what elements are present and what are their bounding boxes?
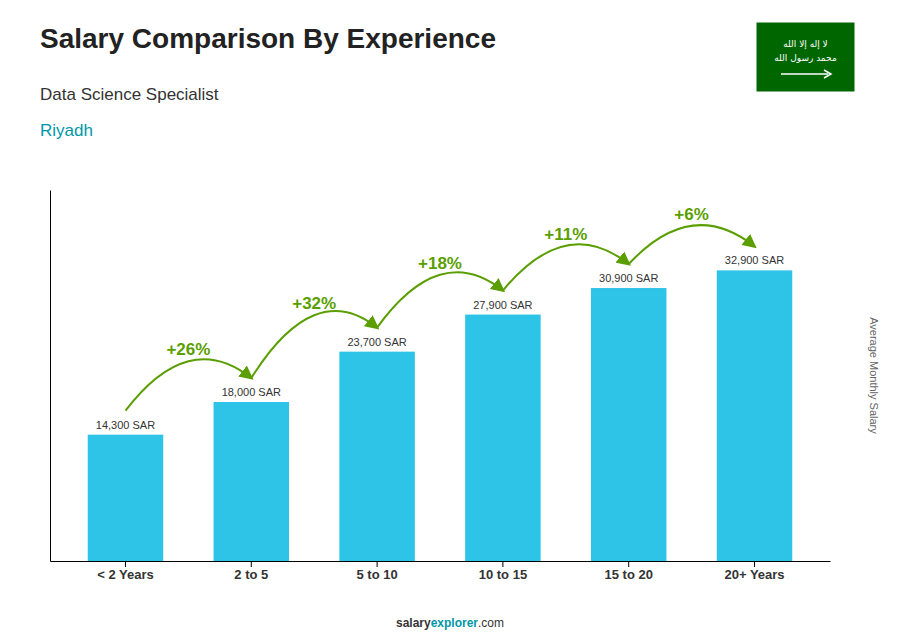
bar bbox=[339, 352, 414, 561]
value-labels: 14,300 SAR 18,000 SAR 23,700 SAR 27,900 SAR… bbox=[96, 254, 784, 430]
x-tick: 20+ Years bbox=[724, 561, 784, 582]
bars bbox=[88, 270, 793, 561]
bar bbox=[717, 270, 792, 561]
x-tick-mark bbox=[125, 561, 126, 567]
flag-sword bbox=[781, 73, 828, 75]
value-label: 18,000 SAR bbox=[222, 386, 281, 398]
x-tick-label: < 2 Years bbox=[97, 567, 154, 582]
value-label: 32,900 SAR bbox=[725, 254, 784, 266]
x-tick-mark bbox=[754, 561, 755, 567]
footer-part: salary bbox=[396, 616, 431, 630]
flag-background bbox=[756, 22, 855, 92]
x-axis-line bbox=[51, 561, 831, 562]
change-label: +11% bbox=[544, 225, 587, 244]
x-tick-mark bbox=[502, 561, 503, 567]
y-axis-line bbox=[50, 191, 51, 562]
x-tick-label: 2 to 5 bbox=[234, 567, 268, 582]
title: Salary Comparison By Experience bbox=[40, 23, 496, 54]
change-arc bbox=[251, 311, 377, 378]
x-tick: 2 to 5 bbox=[234, 561, 268, 582]
x-tick-label: 5 to 10 bbox=[357, 567, 398, 582]
change-arc bbox=[629, 225, 755, 264]
change-label: +26% bbox=[166, 340, 210, 359]
x-tick-label: 10 to 15 bbox=[479, 567, 527, 582]
subtitle: Data Science Specialist bbox=[40, 85, 219, 104]
x-tick: 10 to 15 bbox=[479, 561, 527, 582]
y-axis bbox=[50, 191, 51, 562]
x-tick-label: 20+ Years bbox=[724, 567, 784, 582]
bar bbox=[591, 288, 666, 561]
plot: < 2 Years 2 to 5 5 to 10 10 to 15 15 to 20 20… bbox=[51, 191, 831, 583]
x-tick-mark bbox=[377, 561, 378, 567]
footer-part: .com bbox=[478, 616, 504, 630]
city: Riyadh bbox=[40, 121, 93, 140]
change-arc bbox=[503, 244, 629, 290]
value-label: 14,300 SAR bbox=[96, 419, 155, 431]
bar bbox=[88, 435, 163, 561]
value-label: 27,900 SAR bbox=[473, 299, 532, 311]
change-arc bbox=[125, 359, 251, 411]
change-arcs: +26% +32% +18% +11% +6% bbox=[125, 205, 754, 411]
flag: لا إله إلا الله محمد رسول الله bbox=[756, 22, 855, 92]
value-label: 30,900 SAR bbox=[599, 272, 658, 284]
x-tick: 5 to 10 bbox=[357, 561, 398, 582]
x-axis: < 2 Years 2 to 5 5 to 10 10 to 15 15 to 20 20… bbox=[51, 561, 831, 582]
value-label: 23,700 SAR bbox=[347, 336, 406, 348]
x-tick-mark bbox=[628, 561, 629, 567]
chart-root: Salary Comparison By Experience Data Scie… bbox=[0, 0, 900, 641]
x-tick: 15 to 20 bbox=[604, 561, 652, 582]
x-tick-mark bbox=[251, 561, 252, 567]
y-axis-title: Average Monthly Salary bbox=[868, 317, 880, 434]
bar bbox=[214, 402, 289, 561]
bar bbox=[465, 315, 540, 561]
flag-text: محمد رسول الله bbox=[774, 53, 837, 63]
flag-text: لا إله إلا الله bbox=[783, 39, 827, 50]
change-label: +18% bbox=[418, 254, 462, 273]
footer-part: explorer bbox=[431, 616, 479, 630]
change-label: +32% bbox=[292, 294, 336, 313]
x-tick-label: 15 to 20 bbox=[604, 567, 652, 582]
footer: salaryexplorer.com bbox=[396, 616, 504, 630]
x-tick: < 2 Years bbox=[97, 561, 154, 582]
flag-sword-tip bbox=[824, 70, 831, 78]
change-label: +6% bbox=[674, 205, 709, 224]
change-arc bbox=[377, 272, 503, 327]
